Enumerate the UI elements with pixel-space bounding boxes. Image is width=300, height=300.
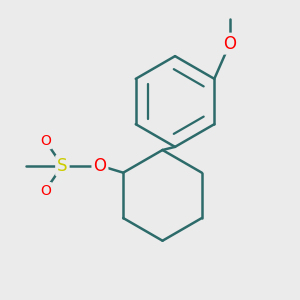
Text: O: O	[223, 34, 236, 52]
Text: S: S	[57, 157, 68, 175]
Text: O: O	[40, 134, 51, 148]
Text: O: O	[40, 184, 51, 198]
Text: O: O	[93, 157, 106, 175]
